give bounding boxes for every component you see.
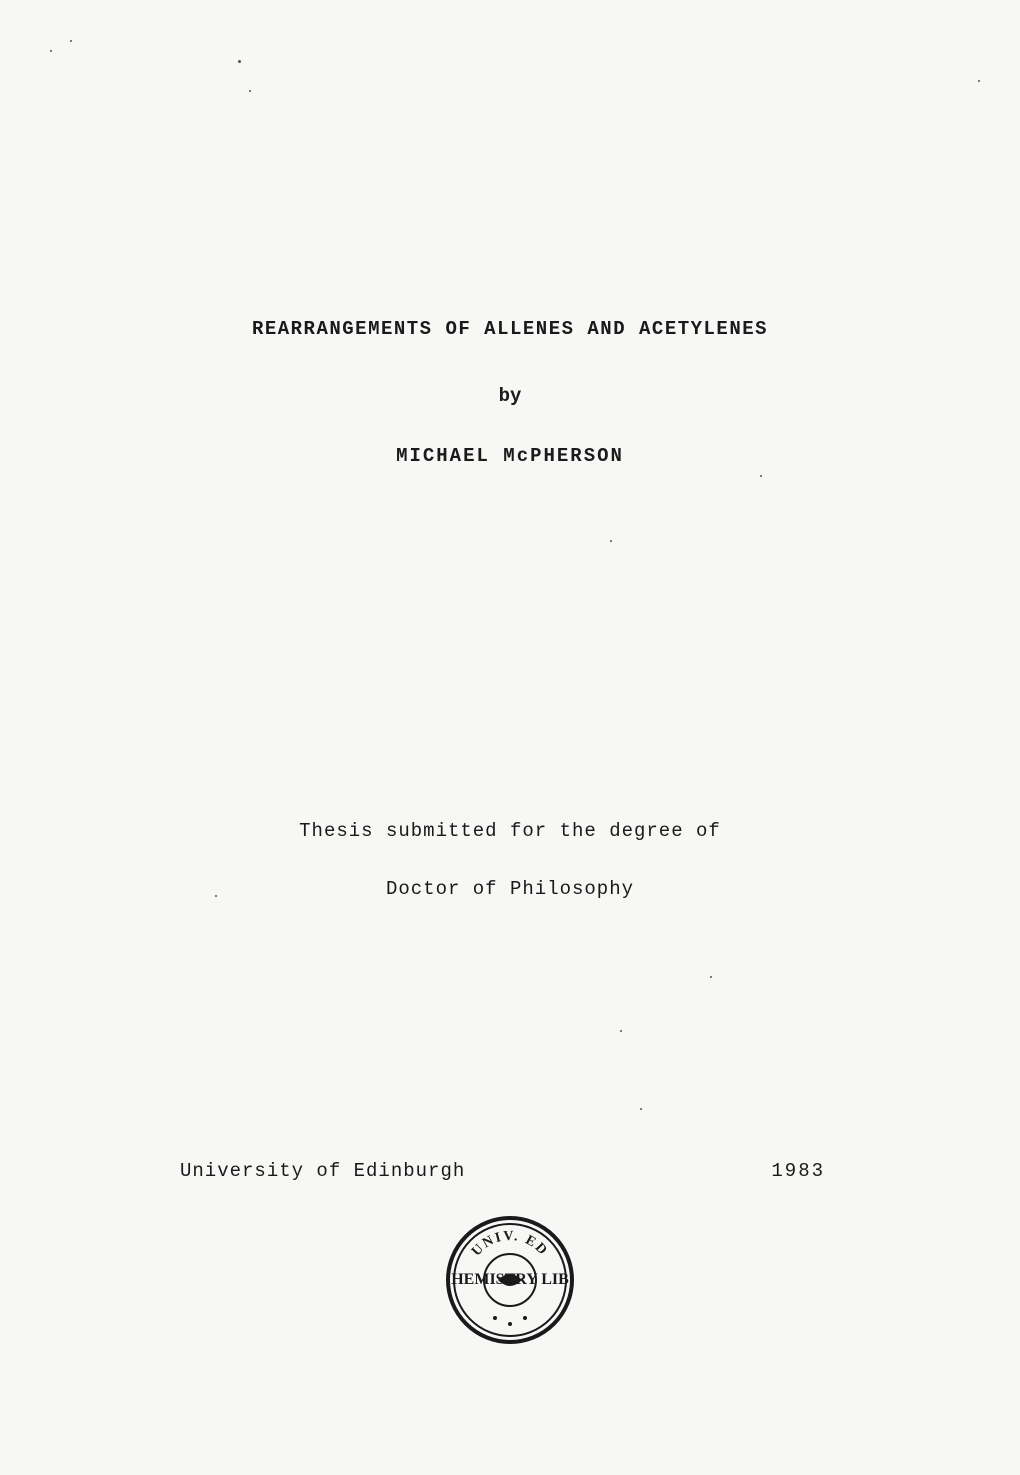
scan-artifact	[215, 895, 217, 897]
university: University of Edinburgh	[180, 1160, 465, 1182]
author-name-text: MICHAEL McPHERSON	[396, 445, 624, 467]
title-page: REARRANGEMENTS OF ALLENES AND ACETYLENES…	[0, 0, 1020, 1475]
scan-artifact	[760, 475, 762, 477]
scan-artifact	[238, 60, 241, 63]
thesis-line: Thesis submitted for the degree of	[0, 820, 1020, 842]
scan-artifact	[50, 50, 52, 52]
scan-artifact	[640, 1108, 642, 1110]
university-seal: UNIV. ED CHEMISTRY LIBR	[440, 1210, 580, 1350]
scan-artifact	[978, 80, 980, 82]
thesis-line-text: Thesis submitted for the degree of	[299, 820, 721, 842]
year-text: 1983	[771, 1160, 825, 1182]
scan-artifact	[70, 40, 72, 42]
by-label-text: by	[499, 385, 522, 407]
scan-artifact	[249, 90, 251, 92]
by-label: by	[0, 385, 1020, 407]
scan-artifact	[620, 1030, 622, 1032]
seal-icon: UNIV. ED CHEMISTRY LIBR	[440, 1210, 580, 1350]
thesis-title-text: REARRANGEMENTS OF ALLENES AND ACETYLENES	[252, 318, 768, 340]
scan-artifact	[710, 976, 712, 978]
author-name: MICHAEL McPHERSON	[0, 445, 1020, 467]
thesis-title: REARRANGEMENTS OF ALLENES AND ACETYLENES	[0, 318, 1020, 340]
degree: Doctor of Philosophy	[0, 878, 1020, 900]
degree-text: Doctor of Philosophy	[386, 878, 634, 900]
year: 1983	[771, 1160, 825, 1182]
university-text: University of Edinburgh	[180, 1160, 465, 1182]
scan-artifact	[610, 540, 612, 542]
